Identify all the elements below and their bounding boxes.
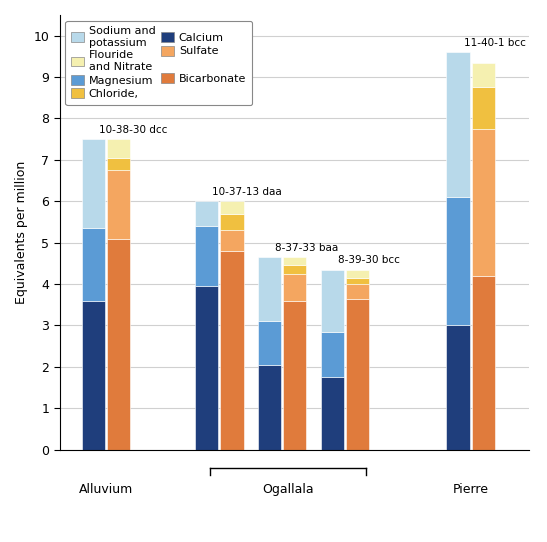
Bar bbox=[472, 87, 495, 129]
Bar bbox=[346, 299, 369, 450]
Bar bbox=[283, 257, 306, 266]
Text: 8-39-30 bcc: 8-39-30 bcc bbox=[338, 255, 400, 266]
Text: 11-40-1 bcc: 11-40-1 bcc bbox=[464, 38, 526, 48]
Bar bbox=[220, 251, 243, 450]
Bar bbox=[283, 274, 306, 301]
Bar bbox=[220, 201, 243, 214]
Bar bbox=[283, 266, 306, 274]
Bar bbox=[346, 278, 369, 284]
Text: 8-37-33 baa: 8-37-33 baa bbox=[275, 243, 338, 253]
Bar bbox=[321, 377, 344, 450]
Text: Alluvium: Alluvium bbox=[79, 483, 133, 496]
Bar bbox=[446, 326, 470, 450]
Bar bbox=[195, 201, 218, 226]
Bar bbox=[346, 269, 369, 278]
Bar bbox=[220, 230, 243, 251]
Bar bbox=[472, 63, 495, 87]
Bar bbox=[107, 139, 130, 158]
Bar bbox=[283, 301, 306, 450]
Bar bbox=[472, 276, 495, 450]
Bar bbox=[195, 286, 218, 450]
Bar bbox=[82, 139, 105, 228]
Bar bbox=[107, 238, 130, 450]
Text: 10-37-13 daa: 10-37-13 daa bbox=[212, 187, 282, 197]
Bar bbox=[258, 257, 281, 321]
Bar bbox=[446, 197, 470, 326]
Bar bbox=[472, 129, 495, 276]
Bar bbox=[258, 365, 281, 450]
Bar bbox=[321, 269, 344, 332]
Bar bbox=[346, 284, 369, 299]
Bar bbox=[446, 52, 470, 197]
Text: Pierre: Pierre bbox=[453, 483, 489, 496]
Text: Ogallala: Ogallala bbox=[262, 483, 314, 496]
Bar bbox=[220, 214, 243, 230]
Bar bbox=[107, 170, 130, 238]
Bar bbox=[195, 226, 218, 286]
Legend: Sodium and
potassium, Flouride
and Nitrate, Magnesium, Chloride,, Calcium, Sulfa: Sodium and potassium, Flouride and Nitra… bbox=[66, 21, 252, 105]
Bar bbox=[258, 321, 281, 365]
Y-axis label: Equivalents per million: Equivalents per million bbox=[15, 161, 28, 304]
Bar bbox=[321, 332, 344, 377]
Bar bbox=[107, 158, 130, 170]
Text: 10-38-30 dcc: 10-38-30 dcc bbox=[99, 125, 167, 135]
Bar bbox=[82, 301, 105, 450]
Bar bbox=[82, 228, 105, 301]
